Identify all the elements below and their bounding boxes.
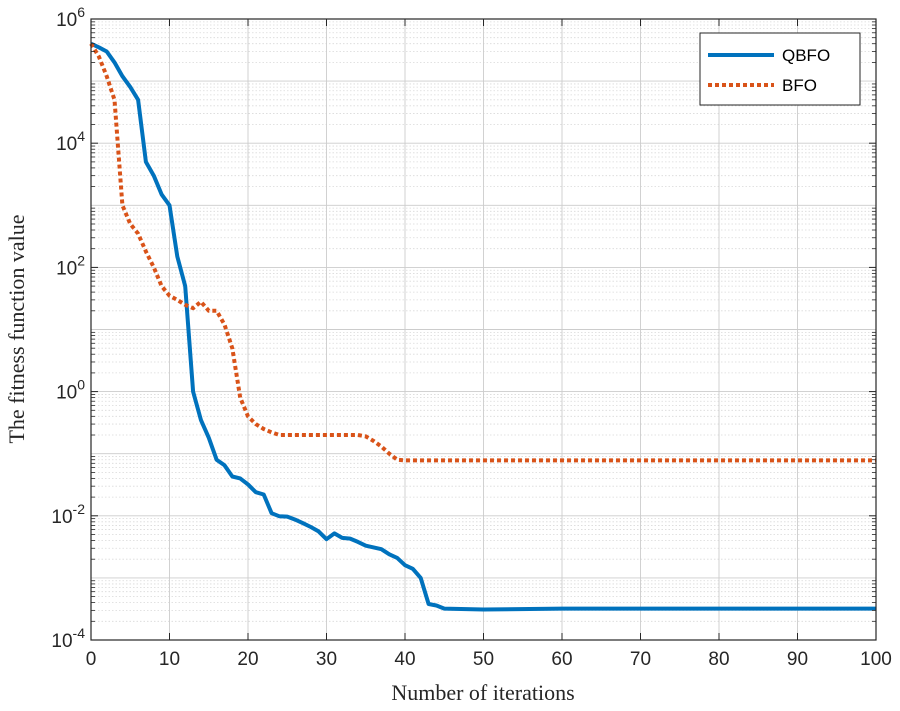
legend-label-bfo: BFO [782, 76, 817, 95]
y-axis-label: The fitness function value [4, 214, 29, 443]
x-tick-label: 50 [473, 649, 494, 670]
x-axis-label: Number of iterations [391, 680, 574, 705]
y-tick-label: 102 [56, 252, 85, 279]
x-tick-label: 60 [551, 649, 572, 670]
x-tick-label: 40 [394, 649, 415, 670]
x-tick-label: 30 [316, 649, 337, 670]
y-tick-label: 10-2 [51, 501, 85, 528]
legend-label-qbfo: QBFO [782, 46, 830, 65]
x-tick-label: 80 [708, 649, 729, 670]
legend: QBFO BFO [699, 32, 861, 106]
series-line-bfo [89, 42, 876, 463]
y-tick-label: 104 [56, 128, 85, 155]
x-tick-label: 0 [86, 649, 97, 670]
x-tick-label: 20 [237, 649, 258, 670]
legend-box [699, 32, 861, 106]
plot-series [89, 41, 876, 612]
y-tick-label: 106 [56, 4, 85, 31]
y-tick-label: 100 [56, 377, 85, 404]
x-tick-label: 10 [159, 649, 180, 670]
series-line-qbfo [90, 41, 876, 612]
y-tick-label: 10-4 [51, 625, 85, 652]
x-tick-label: 100 [860, 649, 892, 670]
axes: 0 10 20 30 40 50 60 70 80 90 100 10-4 10-2 100 102 104 1… [51, 4, 891, 670]
x-tick-label: 70 [630, 649, 651, 670]
x-tick-label: 90 [787, 649, 808, 670]
